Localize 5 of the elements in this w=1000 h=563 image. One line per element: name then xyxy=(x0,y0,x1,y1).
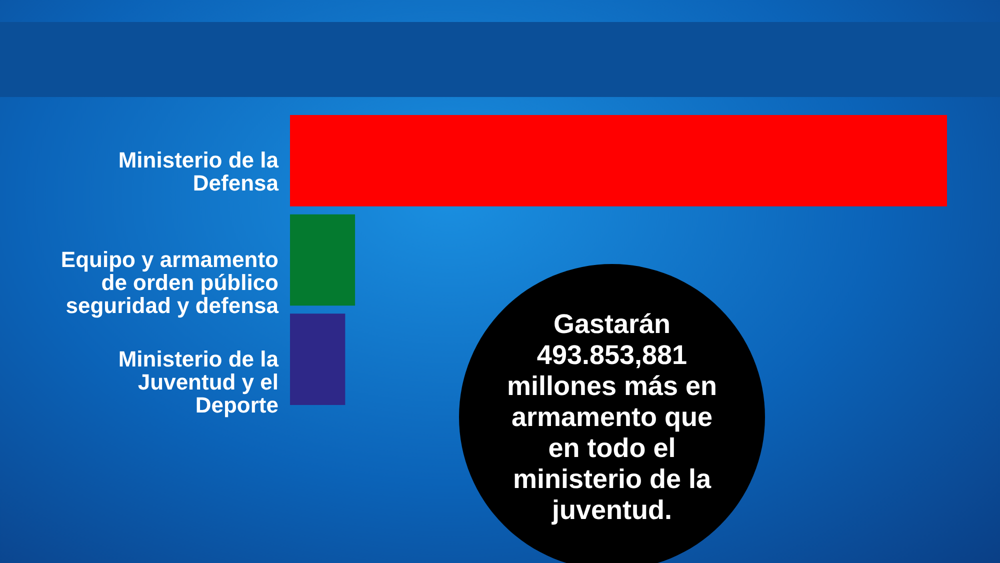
y-tick-label: Equipo y armamento de orden público seguridad y defensa xyxy=(60,247,280,318)
y-tick-label: Ministerio de la Juventud y el Deporte xyxy=(118,346,280,418)
y-tick-label: Ministerio de la Defensa xyxy=(118,148,280,196)
circle: Gastarán 493.853,881 millones más en armamento que en todo el ministerio de la juventud. xyxy=(459,264,765,563)
annotation: Gastarán 493.853,881 millones más en armamento que en todo el ministerio de la juventud. xyxy=(506,308,718,526)
